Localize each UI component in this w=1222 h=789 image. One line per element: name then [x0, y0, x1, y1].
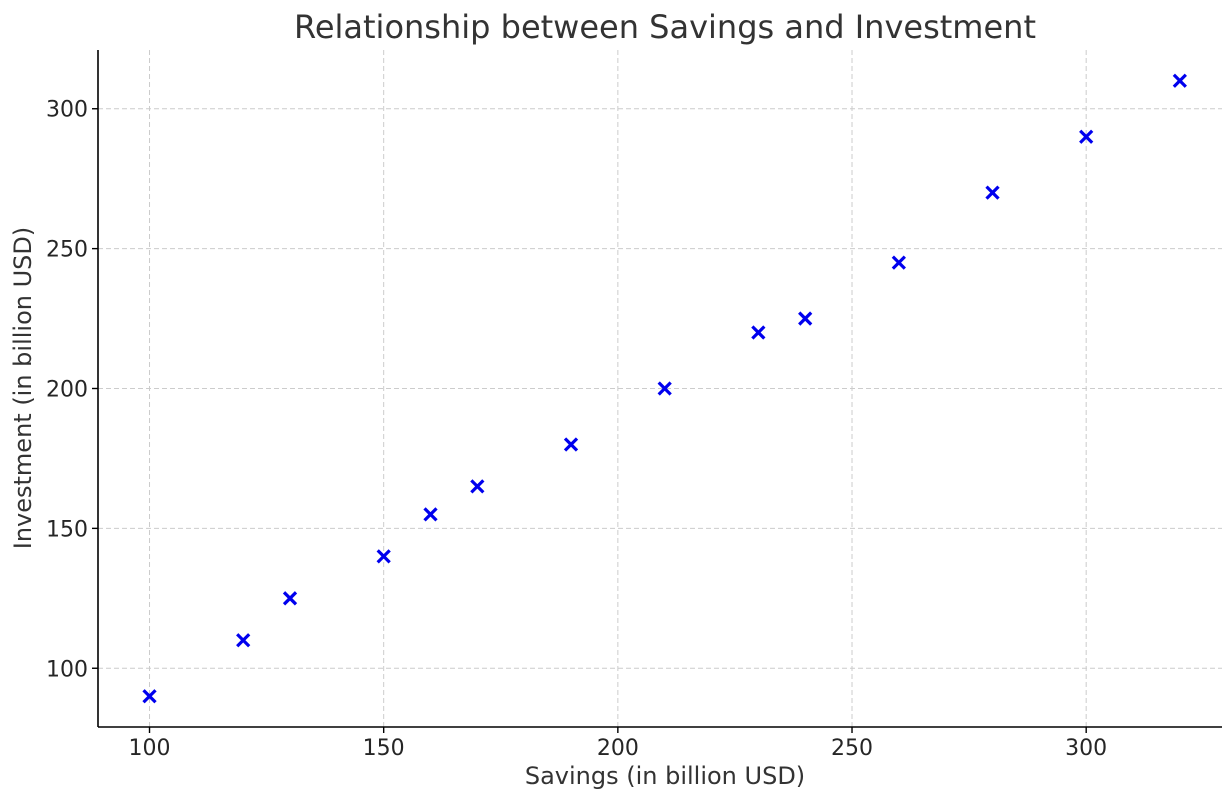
data-point [985, 185, 1000, 200]
data-point [1079, 129, 1094, 144]
data-point [423, 507, 438, 522]
y-tick-label: 300 [46, 98, 88, 123]
y-axis-label: Investment (in billion USD) [9, 227, 37, 550]
x-axis-label: Savings (in billion USD) [525, 762, 805, 789]
x-tick-label: 300 [1065, 736, 1107, 761]
y-tick-label: 100 [46, 657, 88, 682]
x-tick-label: 100 [129, 736, 171, 761]
data-point [1172, 73, 1187, 88]
data-point [282, 591, 298, 606]
x-tick-label: 200 [597, 736, 639, 761]
y-tick-label: 250 [46, 238, 88, 263]
data-point [376, 549, 391, 564]
data-point [657, 381, 672, 396]
data-point [751, 325, 766, 340]
y-tick-label: 150 [46, 517, 88, 542]
chart-title: Relationship between Savings and Investm… [294, 8, 1036, 46]
data-point [563, 437, 579, 452]
x-tick-label: 250 [831, 736, 873, 761]
data-point [891, 255, 906, 270]
data-point [142, 689, 157, 704]
data-points [142, 73, 1187, 704]
data-point [798, 311, 813, 326]
data-point [236, 633, 251, 648]
grid [98, 50, 1222, 727]
x-tick-label: 150 [363, 736, 405, 761]
y-tick-label: 200 [46, 378, 88, 403]
ticks: 100 150 200 250 300 100 150 200 250 300 [46, 98, 1107, 761]
data-point [470, 479, 485, 494]
